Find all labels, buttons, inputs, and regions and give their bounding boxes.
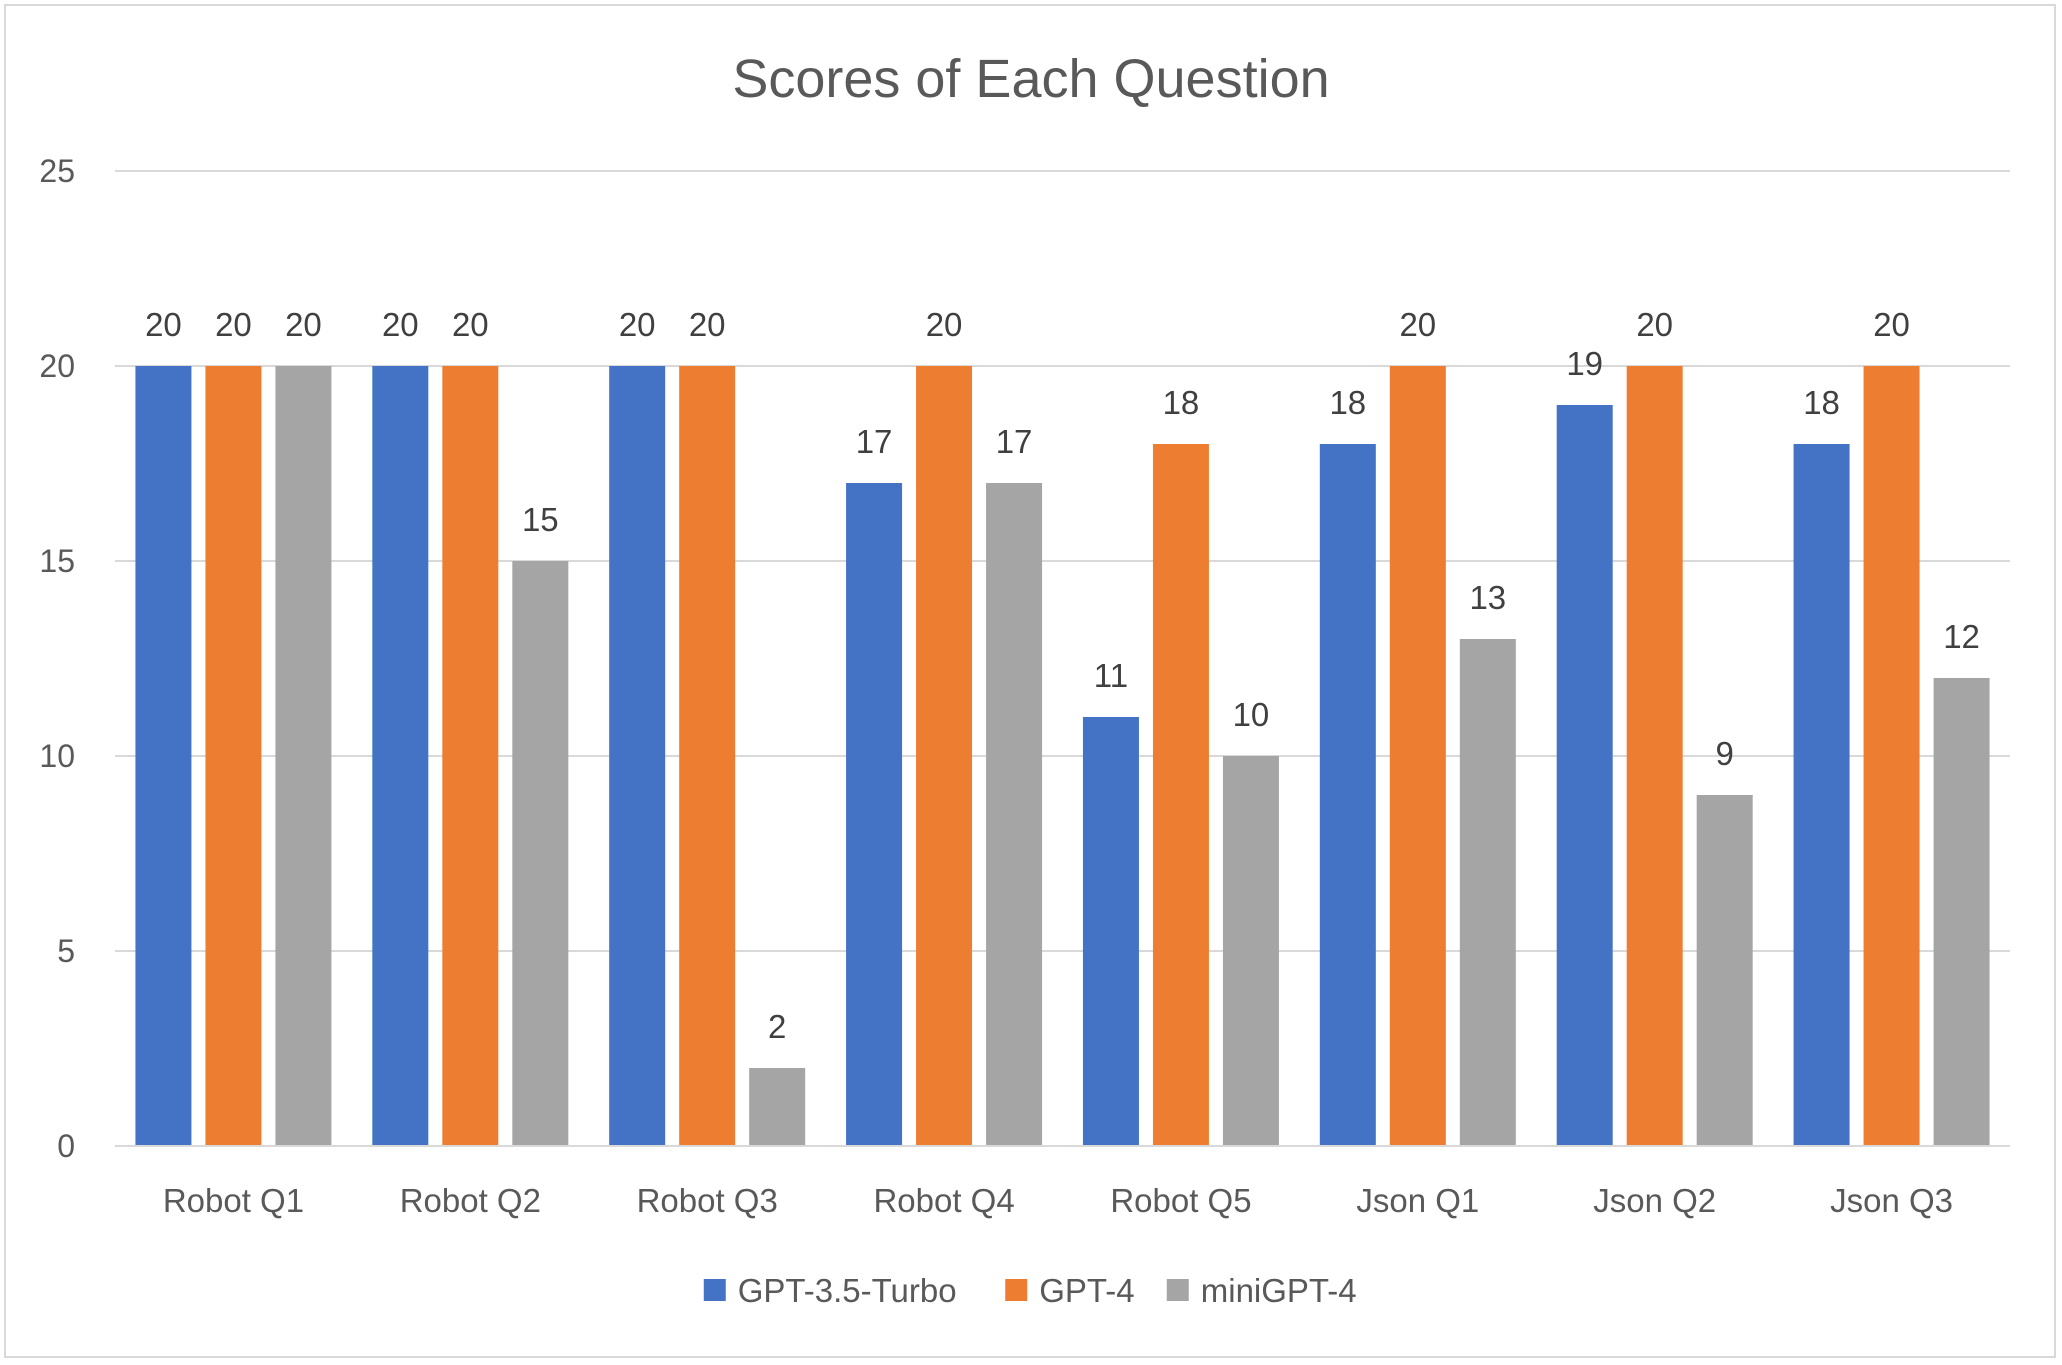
bar-gpt-3-5-turbo-json-q3: [1793, 444, 1850, 1146]
data-label: 9: [1716, 735, 1734, 772]
data-label: 20: [619, 306, 656, 343]
bar-gpt-4-robot-q4: [916, 366, 973, 1146]
legend-swatch: [703, 1279, 726, 1301]
data-label: 17: [856, 423, 893, 460]
legend-item: GPT-4: [1005, 1272, 1135, 1309]
legend-label: miniGPT-4: [1201, 1272, 1357, 1309]
data-label: 20: [215, 306, 252, 343]
bar-gpt-4-robot-q1: [205, 366, 262, 1146]
bar-minigpt-4-robot-q1: [275, 366, 332, 1146]
legend-item: miniGPT-4: [1166, 1272, 1357, 1309]
data-label: 20: [689, 306, 726, 343]
y-tick-label: 5: [57, 933, 75, 969]
data-label: 20: [382, 306, 419, 343]
y-axis-tick-labels: 0 5 10 15 20 25: [39, 153, 75, 1164]
x-category-label: Robot Q4: [873, 1182, 1014, 1219]
legend-label: GPT-3.5-Turbo: [738, 1272, 957, 1309]
y-tick-label: 20: [39, 348, 75, 384]
bar-gpt-3-5-turbo-robot-q4: [846, 483, 903, 1146]
bar-gpt-3-5-turbo-robot-q1: [135, 366, 192, 1146]
bar-gpt-4-robot-q5: [1152, 444, 1209, 1146]
legend-swatch: [1166, 1279, 1189, 1301]
data-label: 12: [1943, 618, 1980, 655]
bar-gpt-3-5-turbo-robot-q2: [372, 366, 429, 1146]
bar-gpt-3-5-turbo-json-q1: [1319, 444, 1376, 1146]
bar-minigpt-4-robot-q5: [1222, 756, 1279, 1146]
bar-gpt-3-5-turbo-robot-q3: [609, 366, 666, 1146]
data-label: 15: [522, 501, 559, 538]
bar-minigpt-4-json-q2: [1696, 795, 1753, 1146]
data-label: 20: [1873, 306, 1910, 343]
bar-minigpt-4-robot-q4: [986, 483, 1043, 1146]
x-category-label: Robot Q3: [637, 1182, 778, 1219]
bar-gpt-3-5-turbo-robot-q5: [1082, 717, 1139, 1146]
x-category-label: Json Q2: [1593, 1182, 1716, 1219]
gridlines: [115, 170, 2010, 952]
x-category-label: Json Q1: [1356, 1182, 1479, 1219]
data-label: 20: [1636, 306, 1673, 343]
y-tick-label: 25: [39, 153, 75, 189]
legend-swatch: [1005, 1279, 1028, 1301]
x-category-label: Robot Q5: [1110, 1182, 1251, 1219]
data-label: 20: [145, 306, 182, 343]
y-tick-label: 0: [57, 1128, 75, 1164]
bar-gpt-4-json-q2: [1626, 366, 1683, 1146]
legend-label: GPT-4: [1039, 1272, 1134, 1309]
data-label: 20: [452, 306, 489, 343]
bar-minigpt-4-robot-q3: [749, 1068, 806, 1146]
data-label: 18: [1803, 384, 1840, 421]
legend-item: GPT-3.5-Turbo: [703, 1272, 957, 1309]
bar-minigpt-4-json-q1: [1459, 639, 1516, 1146]
y-tick-label: 15: [39, 543, 75, 579]
data-label: 20: [285, 306, 322, 343]
data-label: 18: [1329, 384, 1366, 421]
bar-gpt-3-5-turbo-json-q2: [1556, 405, 1613, 1146]
data-label: 20: [1399, 306, 1436, 343]
bar-gpt-4-robot-q3: [679, 366, 736, 1146]
data-labels: 20 20 20 20 20 15 20 20 2 17 20 17 11 18 10 18 20 13 19 20 9…: [145, 306, 1980, 1045]
legend: GPT-3.5-Turbo GPT-4 miniGPT-4: [703, 1272, 1357, 1309]
x-axis-category-labels: Robot Q1 Robot Q2 Robot Q3 Robot Q4 Robot Q5…: [163, 1182, 1953, 1219]
bar-minigpt-4-robot-q2: [512, 561, 569, 1146]
data-label: 20: [926, 306, 963, 343]
data-label: 19: [1566, 345, 1603, 382]
chart-title: Scores of Each Question: [732, 49, 1329, 109]
data-label: 11: [1094, 657, 1128, 694]
x-category-label: Robot Q1: [163, 1182, 304, 1219]
data-label: 18: [1163, 384, 1200, 421]
data-label: 13: [1469, 579, 1506, 616]
y-tick-label: 10: [39, 738, 75, 774]
bar-minigpt-4-json-q3: [1933, 678, 1990, 1146]
x-category-label: Robot Q2: [400, 1182, 541, 1219]
bar-gpt-4-json-q3: [1863, 366, 1920, 1146]
data-label: 2: [768, 1008, 786, 1045]
bars: [135, 366, 1990, 1146]
bar-gpt-4-json-q1: [1389, 366, 1446, 1146]
x-category-label: Json Q3: [1830, 1182, 1953, 1219]
bar-gpt-4-robot-q2: [442, 366, 499, 1146]
data-label: 10: [1233, 696, 1270, 733]
data-label: 17: [996, 423, 1033, 460]
